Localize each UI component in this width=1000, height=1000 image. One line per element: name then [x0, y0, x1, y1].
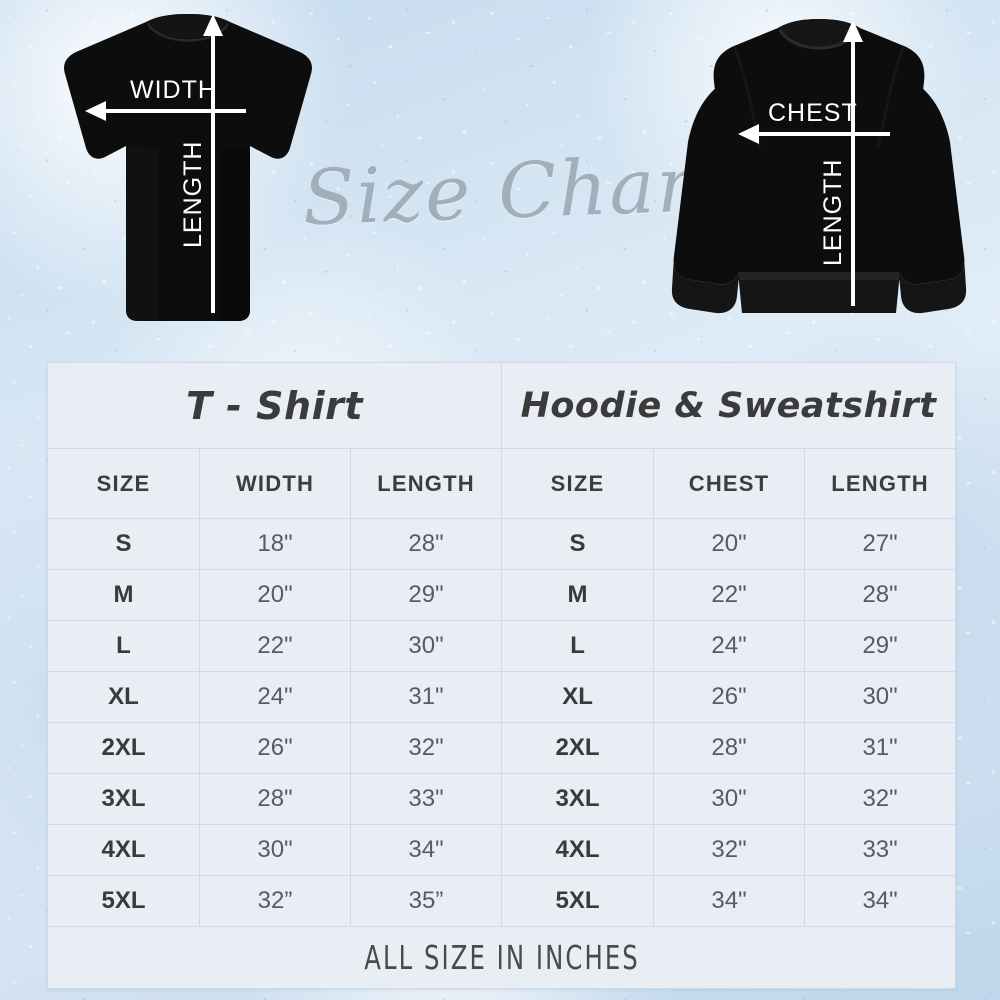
tshirt-length: 30": [349, 620, 503, 672]
table-row: 5XL 32” 35” 5XL 34" 34": [47, 875, 957, 927]
hoodie-size: M: [501, 569, 655, 621]
tshirt-length: 33": [349, 773, 503, 825]
hoodie-size: 5XL: [501, 875, 655, 927]
hoodie-header-size: SIZE: [501, 448, 655, 519]
tshirt-header-width: WIDTH: [199, 448, 351, 519]
table-row: M 20" 29" M 22" 28": [47, 569, 957, 621]
page-title: Size Chart: [301, 138, 729, 243]
tshirt-size: 2XL: [47, 722, 200, 774]
tshirt-width: 26": [199, 722, 351, 774]
column-header-row: SIZE WIDTH LENGTH SIZE CHEST LENGTH: [47, 448, 957, 519]
illustration-band: WIDTH LENGTH Size Chart: [0, 0, 1000, 362]
table-row: L 22" 30" L 24" 29": [47, 620, 957, 672]
hoodie-chest: 34": [653, 875, 806, 927]
hoodie-category-title: Hoodie & Sweatshirt: [501, 362, 957, 449]
tshirt-width: 28": [199, 773, 351, 825]
tshirt-size: XL: [47, 671, 200, 723]
hoodie-length: 32": [804, 773, 957, 825]
tshirt-category-title: T - Shirt: [46, 362, 503, 449]
hoodie-length: 31": [804, 722, 957, 774]
hoodie-length: 30": [804, 671, 957, 723]
hoodie-length: 34": [804, 875, 957, 927]
hoodie-chest: 28": [653, 722, 806, 774]
hoodie-size: 2XL: [501, 722, 655, 774]
tshirt-length: 29": [349, 569, 503, 621]
tshirt-width: 24": [199, 671, 351, 723]
hoodie-length: 27": [804, 518, 957, 570]
hoodie-sweatshirt-illustration: CHEST LENGTH: [668, 8, 970, 340]
tshirt-length: 28": [349, 518, 503, 570]
hoodie-chest-label: CHEST: [768, 99, 858, 127]
tshirt-width: 32”: [199, 875, 351, 927]
hoodie-size: L: [501, 620, 655, 672]
hoodie-length: 33": [804, 824, 957, 876]
hoodie-length: 29": [804, 620, 957, 672]
footer-row: ALL SIZE IN INCHES: [48, 926, 956, 989]
hoodie-length: 28": [804, 569, 957, 621]
t-shirt-width-label: WIDTH: [130, 76, 217, 104]
width-measure-marker: [85, 101, 246, 121]
table-row: 4XL 30" 34" 4XL 32" 33": [47, 824, 957, 876]
tshirt-size: S: [47, 518, 200, 570]
tshirt-header-length: LENGTH: [349, 448, 503, 519]
hoodie-size: S: [501, 518, 655, 570]
tshirt-width: 18": [199, 518, 351, 570]
chest-measure-marker: [738, 124, 890, 144]
tshirt-length: 34": [349, 824, 503, 876]
hoodie-size: 4XL: [501, 824, 655, 876]
tshirt-size: 4XL: [47, 824, 200, 876]
table-row: XL 24" 31" XL 26" 30": [47, 671, 957, 723]
length-measure-marker: [843, 20, 863, 306]
tshirt-size: 3XL: [47, 773, 200, 825]
all-size-in-inches-note: ALL SIZE IN INCHES: [128, 926, 875, 989]
t-shirt-length-label: LENGTH: [179, 141, 207, 248]
hoodie-length-label: LENGTH: [819, 159, 847, 266]
tshirt-size: M: [47, 569, 200, 621]
tshirt-width: 20": [199, 569, 351, 621]
tshirt-length: 32": [349, 722, 503, 774]
t-shirt-illustration: WIDTH LENGTH: [38, 8, 338, 338]
tshirt-size: 5XL: [47, 875, 200, 927]
tshirt-length: 35”: [349, 875, 503, 927]
hoodie-header-chest: CHEST: [653, 448, 806, 519]
hoodie-size: 3XL: [501, 773, 655, 825]
tshirt-size: L: [47, 620, 200, 672]
hoodie-chest: 32": [653, 824, 806, 876]
tshirt-width: 30": [199, 824, 351, 876]
size-chart-table: T - Shirt Hoodie & Sweatshirt SIZE WIDTH…: [46, 362, 957, 989]
tshirt-length: 31": [349, 671, 503, 723]
table-row: S 18" 28" S 20" 27": [47, 518, 957, 570]
category-title-row: T - Shirt Hoodie & Sweatshirt: [46, 362, 957, 449]
hoodie-chest: 24": [653, 620, 806, 672]
hoodie-header-length: LENGTH: [804, 448, 957, 519]
tshirt-width: 22": [199, 620, 351, 672]
hoodie-chest: 30": [653, 773, 806, 825]
hoodie-chest: 22": [653, 569, 806, 621]
hoodie-chest: 20": [653, 518, 806, 570]
hoodie-chest: 26": [653, 671, 806, 723]
table-row: 2XL 26" 32" 2XL 28" 31": [47, 722, 957, 774]
hoodie-size: XL: [501, 671, 655, 723]
length-measure-marker: [203, 14, 223, 313]
tshirt-header-size: SIZE: [47, 448, 200, 519]
table-row: 3XL 28" 33" 3XL 30" 32": [47, 773, 957, 825]
